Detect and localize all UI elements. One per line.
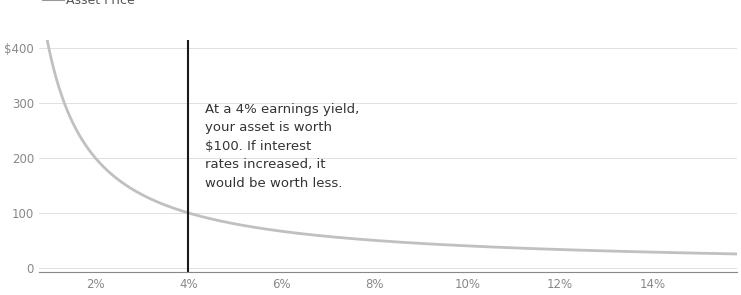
Text: At a 4% earnings yield,
your asset is worth
$100. If interest
rates increased, i: At a 4% earnings yield, your asset is wo… <box>205 103 359 190</box>
Text: Asset Price: Asset Price <box>66 0 135 6</box>
